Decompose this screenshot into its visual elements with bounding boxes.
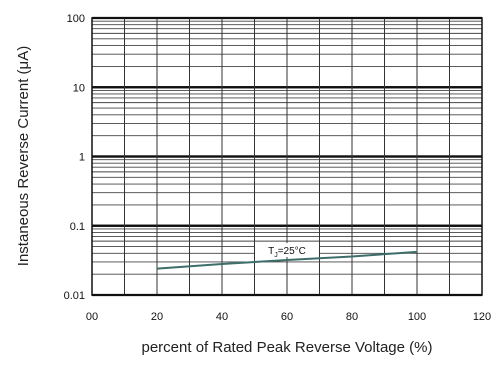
x-tick-label: 40 — [216, 311, 228, 323]
y-tick-label: 100 — [67, 13, 85, 25]
annotation-layer: TJ=25°C — [255, 243, 319, 259]
x-tick-label: 80 — [346, 311, 358, 323]
y-axis-label: Instaneous Reverse Current (μA) — [15, 46, 32, 266]
plot-frame — [91, 17, 483, 296]
y-tick-label: 1 — [79, 152, 85, 164]
series-line — [156, 250, 418, 270]
x-axis-label: percent of Rated Peak Reverse Voltage (%… — [142, 339, 433, 356]
x-tick-label: 120 — [473, 311, 491, 323]
y-tick-label: 0.01 — [64, 290, 85, 302]
y-tick-labels: 0.01 0.1 1 10 100 — [64, 13, 85, 302]
chart-grid — [92, 16, 482, 297]
series-layer — [156, 250, 418, 270]
x-tick-label: 60 — [281, 311, 293, 323]
y-tick-label: 10 — [73, 82, 85, 94]
x-tick-label: 00 — [86, 311, 98, 323]
temperature-annotation: TJ=25°C — [268, 246, 306, 259]
annotation-background — [255, 243, 319, 258]
y-tick-label: 0.1 — [70, 221, 85, 233]
x-tick-label: 100 — [408, 311, 426, 323]
x-tick-labels: 00 20 40 60 80 100 120 — [86, 311, 491, 323]
x-tick-label: 20 — [151, 311, 163, 323]
